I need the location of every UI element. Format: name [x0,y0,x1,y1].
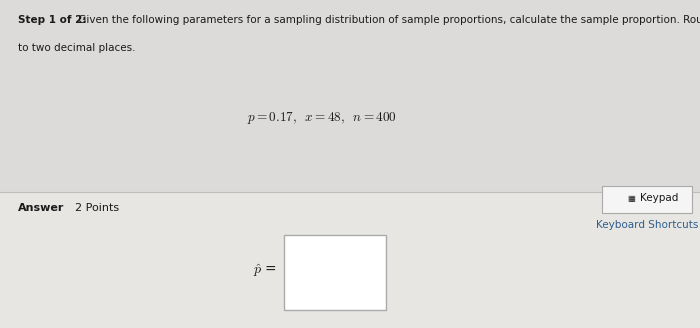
FancyBboxPatch shape [284,235,386,310]
Text: Keypad: Keypad [640,194,678,203]
Text: Step 1 of 2:: Step 1 of 2: [18,15,86,25]
Text: $\hat{p}$ =: $\hat{p}$ = [253,262,276,279]
Text: Keyboard Shortcuts: Keyboard Shortcuts [596,220,698,230]
Text: Answer: Answer [18,203,64,213]
FancyBboxPatch shape [602,186,692,213]
FancyBboxPatch shape [0,0,700,192]
Text: to two decimal places.: to two decimal places. [18,43,135,52]
Text: 2 Points: 2 Points [75,203,119,213]
Text: Given the following parameters for a sampling distribution of sample proportions: Given the following parameters for a sam… [75,15,700,25]
Text: ▦: ▦ [627,194,635,203]
FancyBboxPatch shape [0,192,700,328]
Text: $p = 0.17, \;\; x = 48, \;\; n = 400$: $p = 0.17, \;\; x = 48, \;\; n = 400$ [247,110,397,126]
